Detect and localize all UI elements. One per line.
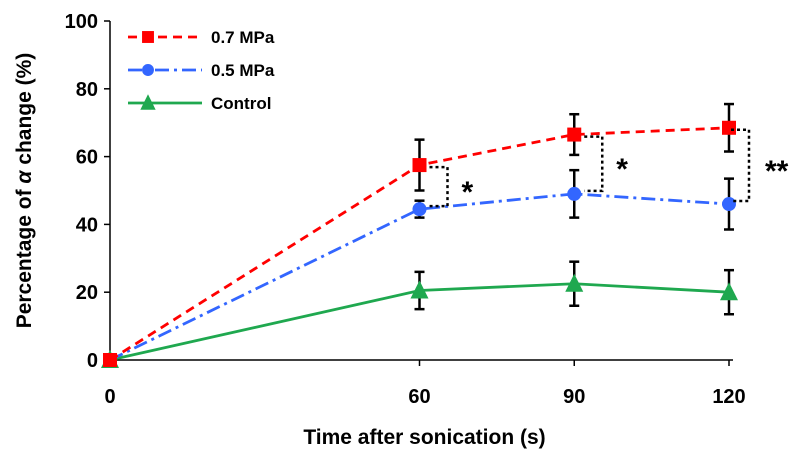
data-point-0-7-mpa xyxy=(412,158,427,173)
y-axis-label-prefix: Percentage of xyxy=(13,184,36,329)
significance-marker: ** xyxy=(765,155,789,188)
legend-label-0-5-mpa: 0.5 MPa xyxy=(211,61,275,80)
data-point-0-7-mpa xyxy=(103,353,117,367)
series-0-7-mpa xyxy=(103,102,736,367)
series-0-5-mpa xyxy=(103,168,736,367)
series-line-control xyxy=(109,282,730,362)
y-tick-label: 40 xyxy=(76,214,98,236)
y-tick-label: 80 xyxy=(76,79,98,101)
significance-bracket xyxy=(584,135,604,193)
x-axis-label: Time after sonication (s) xyxy=(303,426,545,449)
data-point-0-5-mpa xyxy=(722,197,736,212)
data-point-0-5-mpa xyxy=(412,202,427,217)
series-line-0-7-mpa xyxy=(109,126,730,362)
y-axis-label-alpha: α xyxy=(13,170,36,184)
y-tick-label: 100 xyxy=(65,11,98,33)
x-tick-label: 120 xyxy=(712,386,745,408)
significance-bracket xyxy=(429,165,449,208)
y-tick-label: 0 xyxy=(87,350,98,372)
legend: 0.7 MPa 0.5 MPa Control xyxy=(128,28,275,113)
legend-item-control: Control xyxy=(128,94,271,113)
legend-marker-0-5-mpa xyxy=(142,64,154,76)
legend-label-0-7-mpa: 0.7 MPa xyxy=(211,28,275,47)
legend-item-0-7-mpa: 0.7 MPa xyxy=(128,28,275,47)
significance-brackets: ** ** xyxy=(429,128,789,209)
series-control xyxy=(101,260,738,368)
significance-bracket xyxy=(731,128,751,203)
y-axis-ticks: 0 20 40 60 80 100 xyxy=(65,11,110,372)
data-point-0-7-mpa xyxy=(722,120,736,135)
legend-marker-0-7-mpa xyxy=(142,31,154,43)
data-point-control xyxy=(410,280,429,299)
data-point-control xyxy=(565,273,584,292)
chart-axes xyxy=(109,21,733,361)
legend-marker-control xyxy=(140,94,156,110)
significance-marker: * xyxy=(462,176,474,209)
legend-label-control: Control xyxy=(211,94,271,113)
series-layer xyxy=(101,102,738,368)
legend-item-0-5-mpa: 0.5 MPa xyxy=(128,61,275,80)
data-point-control xyxy=(720,282,738,301)
data-point-0-7-mpa xyxy=(567,127,582,142)
significance-marker: * xyxy=(616,153,628,186)
y-tick-label: 60 xyxy=(76,147,98,169)
y-axis-label: Percentage of α change (%) xyxy=(13,53,36,329)
data-point-0-5-mpa xyxy=(567,186,582,201)
x-axis-ticks: 0 60 90 120 xyxy=(104,360,746,408)
x-tick-label: 60 xyxy=(408,386,430,408)
y-tick-label: 20 xyxy=(76,282,98,304)
x-tick-label: 0 xyxy=(104,386,115,408)
x-tick-label: 90 xyxy=(563,386,585,408)
series-line-0-5-mpa xyxy=(109,192,730,362)
y-axis-label-suffix: change (%) xyxy=(13,53,36,171)
